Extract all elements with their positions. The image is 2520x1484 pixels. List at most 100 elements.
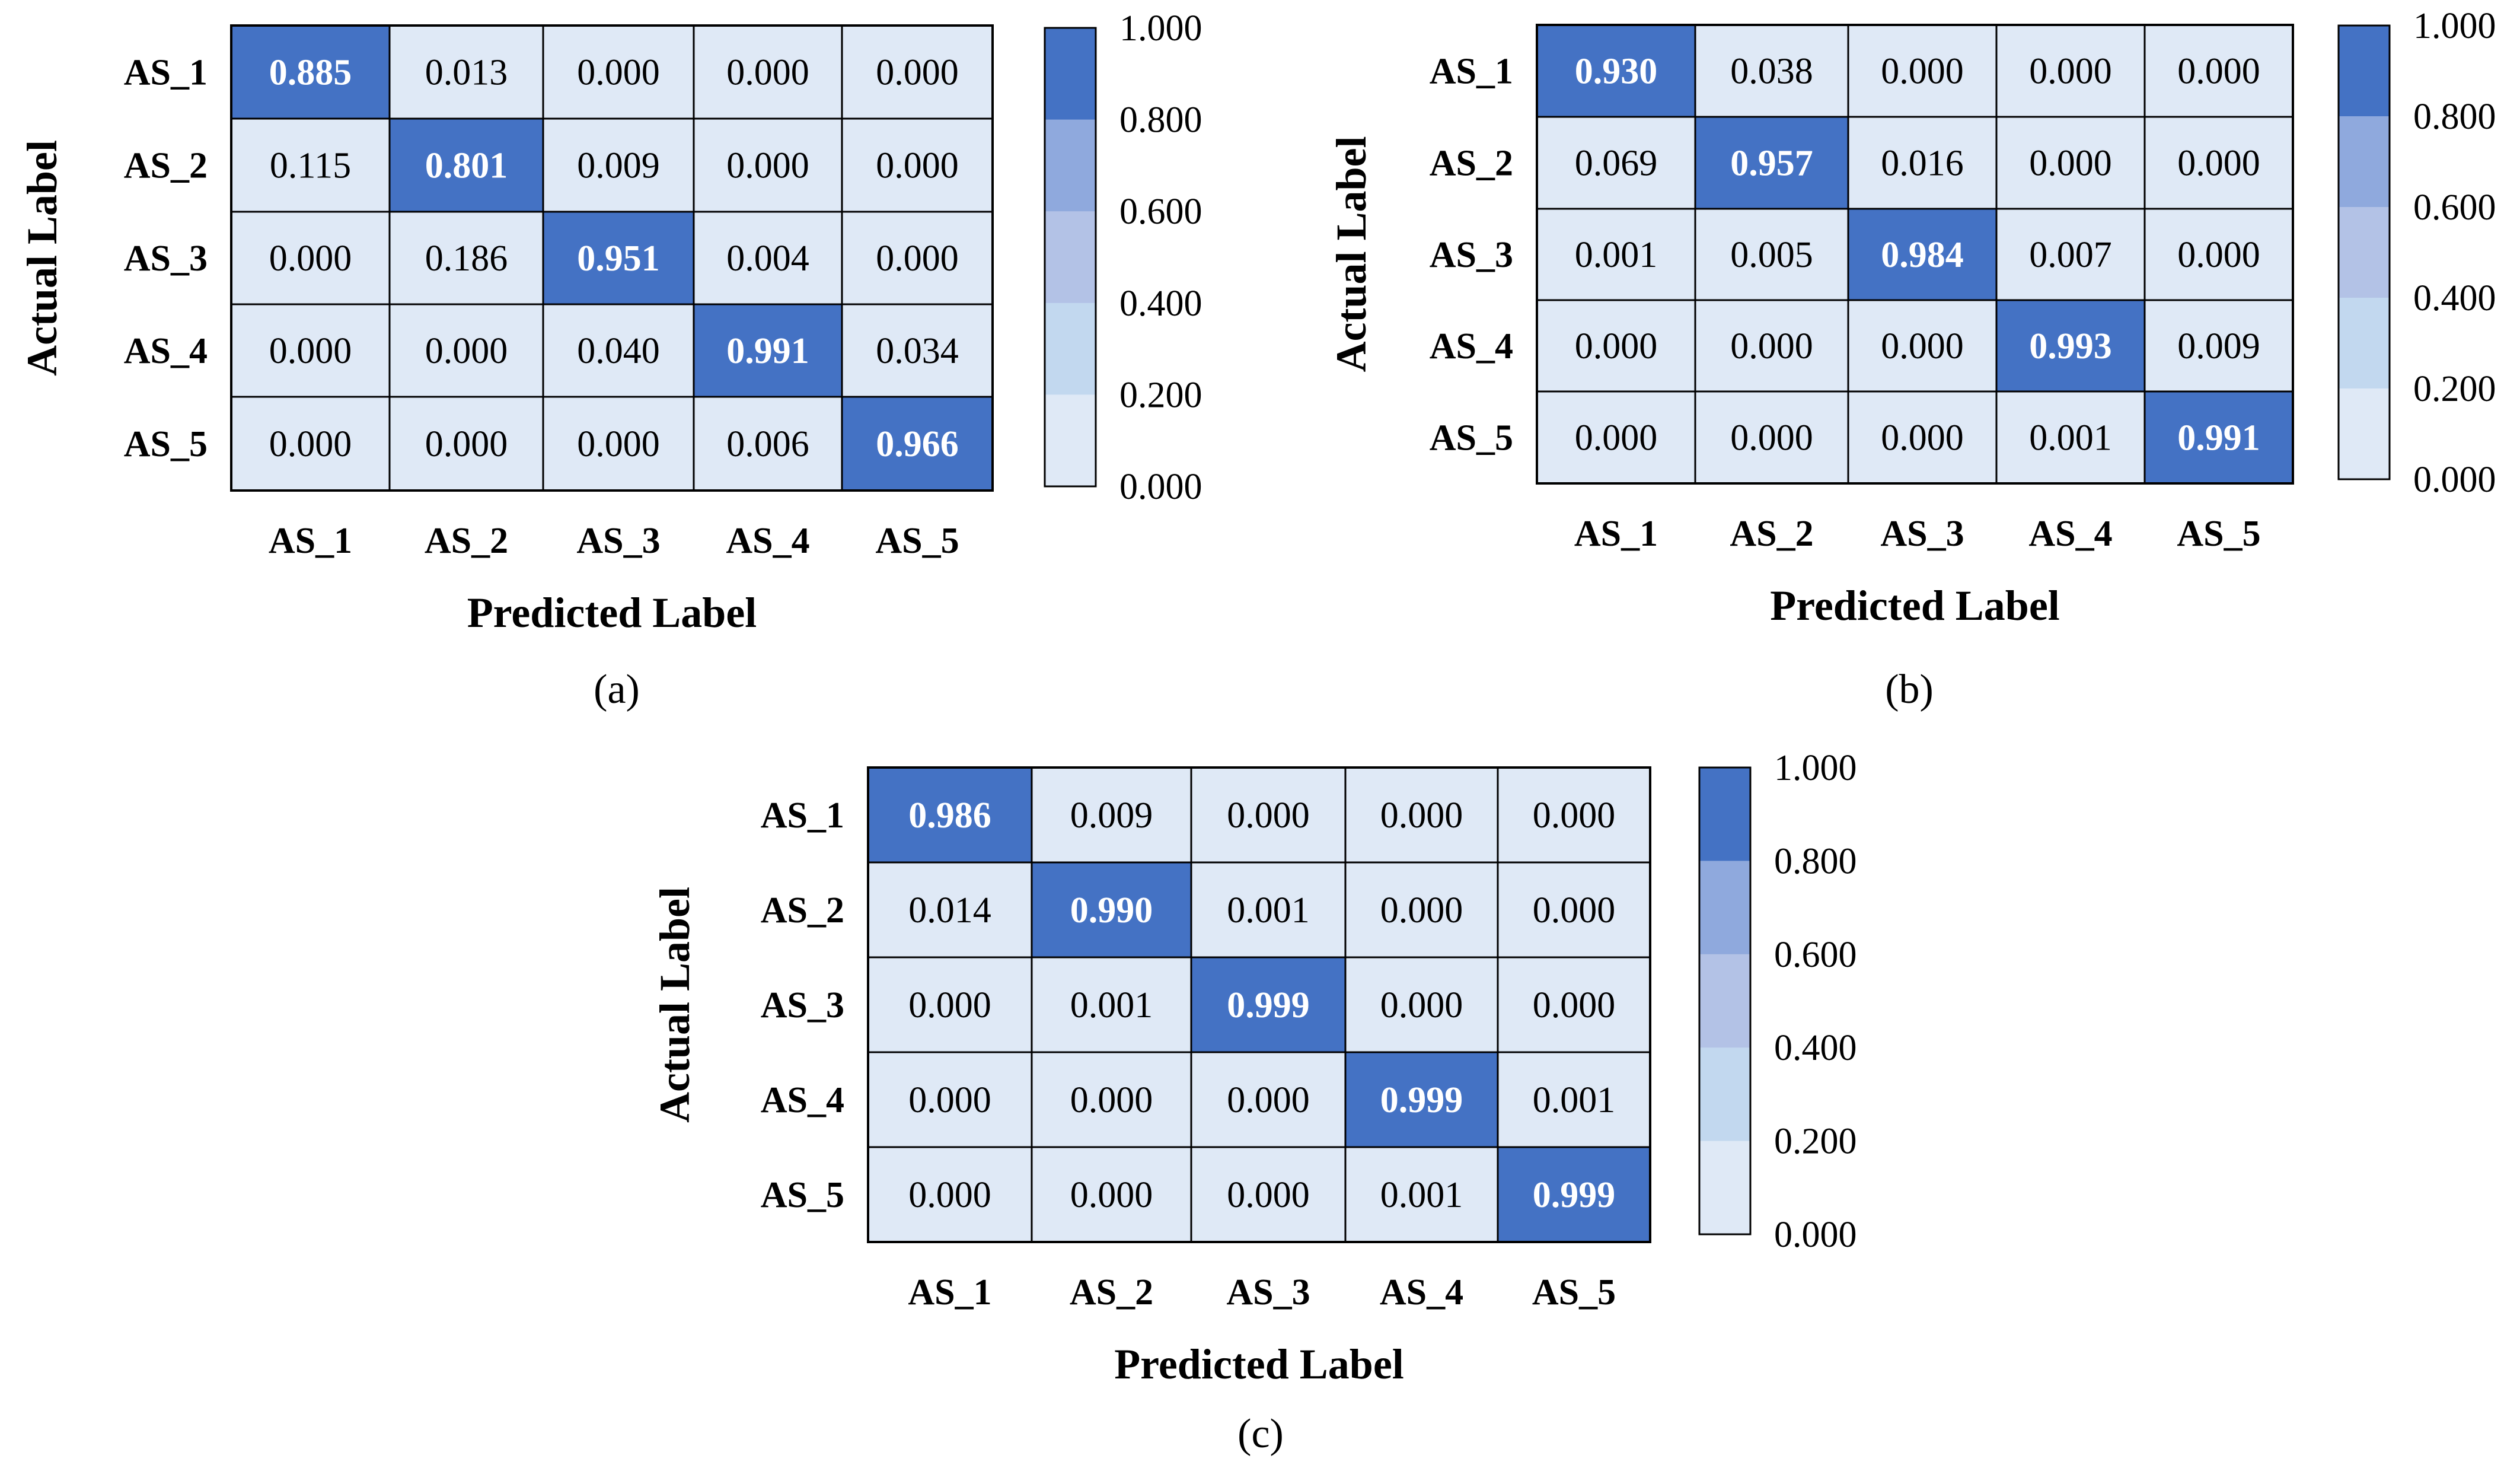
cell-value-label: 0.000 [2177,235,2260,275]
heatmap-cell-r3-c4 [1344,956,1499,1053]
cell-value-label: 0.000 [876,146,959,186]
heatmap-cell-r3-c2 [1031,956,1192,1053]
y-tick-label: AS_5 [124,424,208,464]
cell-value-label: 0.000 [1227,1175,1310,1215]
cell-value-label: 0.000 [577,424,660,464]
cell-value-label: 0.000 [2177,144,2260,184]
colorbar-band [2339,388,2390,480]
cell-value-label: 0.115 [270,146,351,186]
cell-value-label: 0.001 [1070,985,1153,1026]
heatmap-cell-r4-c5 [841,303,994,398]
colorbar-tick-label: 0.600 [1774,935,1857,975]
x-tick-label: AS_3 [1226,1272,1310,1313]
x-axis-title: Predicted Label [1114,1340,1404,1388]
cell-value-label: 0.009 [2177,326,2260,367]
x-tick-label: AS_4 [1380,1272,1463,1313]
cell-value-label: 0.000 [1533,795,1616,836]
cell-value-label: 0.000 [1575,418,1658,458]
colorbar-border [1044,27,1097,488]
cell-value-label: 0.013 [425,53,508,93]
colorbar-band [1045,394,1096,487]
heatmap-cell-r5-c5 [1497,1146,1651,1243]
colorbar-tick-label: 0.000 [2413,460,2496,500]
colorbar-band [1699,861,1750,955]
colorbar-band [1699,1047,1750,1142]
cell-value-label: 0.000 [1881,418,1964,458]
heatmap-cell-r1-c4 [1344,766,1499,864]
colorbar-tick-label: 0.200 [1119,375,1202,415]
cell-value-label: 0.038 [1730,52,1813,92]
x-tick-label: AS_2 [1070,1272,1153,1313]
panel-a: 0.885 0.013 0.000 0.000 0.000 0.115 0.801 0.009… [18,8,1202,712]
y-tick-label: AS_4 [761,1080,844,1120]
cell-value-label: 0.000 [1070,1175,1153,1215]
cell-value-label: 0.000 [269,238,352,279]
cell-value-label: 0.991 [2177,418,2260,458]
heatmap-cell-r4-c4 [693,303,843,398]
y-tick-label: AS_5 [1430,418,1513,458]
x-axis-title: Predicted Label [467,589,757,636]
cell-value-label: 0.000 [1070,1080,1153,1120]
heatmap-cell-r1-c2 [1031,766,1192,864]
x-tick-label: AS_2 [425,521,508,561]
x-tick-label: AS_3 [1880,514,1964,554]
colorbar-tick-label: 0.600 [1119,192,1202,232]
colorbar-tick-label: 1.000 [1119,8,1202,49]
heatmap-cell-r5-c3 [542,396,695,492]
y-tick-label: AS_4 [1430,326,1513,367]
colorbar-tick-label: 0.000 [1774,1215,1857,1255]
panel-caption: (a) [594,667,640,712]
cell-value-label: 0.000 [908,985,991,1026]
y-tick-label: AS_2 [761,890,844,931]
cell-value-label: 0.000 [1881,326,1964,367]
panel-c: 0.986 0.009 0.000 0.000 0.000 0.014 0.990 0.001… [651,748,1857,1457]
cell-value-label: 0.993 [2029,326,2112,367]
y-tick-label: AS_1 [1430,52,1513,92]
cell-value-label: 0.986 [908,795,991,836]
cell-value-label: 0.999 [1227,985,1310,1026]
cell-value-label: 0.000 [2029,52,2112,92]
cell-value-label: 0.001 [1533,1080,1616,1120]
cell-value-label: 0.000 [269,424,352,464]
cell-value-label: 0.957 [1730,144,1813,184]
y-tick-label: AS_5 [761,1175,844,1215]
panel-b: 0.930 0.038 0.000 0.000 0.000 0.069 0.957 0.016… [1328,6,2496,712]
colorbar-border [2337,24,2391,480]
heatmap-cell-r1-c4 [693,24,843,120]
cell-value-label: 0.000 [577,53,660,93]
heatmap-cell-r5-c1 [1536,390,1696,485]
cell-value-label: 0.014 [908,890,991,931]
cell-value-label: 0.000 [1227,1080,1310,1120]
cell-value-label: 0.001 [1380,1175,1463,1215]
x-tick-label: AS_5 [875,521,959,561]
cell-value-label: 0.000 [2029,144,2112,184]
heatmap-cell-r2-c4 [1344,861,1499,958]
y-tick-label: AS_3 [124,238,208,279]
cell-value-label: 0.000 [425,331,508,371]
heatmap-cell-r1-c5 [1497,766,1651,864]
cell-value-label: 0.001 [1575,235,1658,275]
colorbar-tick-label: 0.800 [2413,97,2496,137]
colorbar-band [2339,298,2390,389]
heatmap-cell-r2-c4 [1995,116,2146,210]
x-axis-title: Predicted Label [1770,582,2060,629]
cell-value-label: 0.001 [2029,418,2112,458]
x-tick-label: AS_2 [1730,514,1813,554]
y-axis-title: Actual Label [1328,136,1375,372]
colorbar-band [1699,1141,1750,1235]
cell-value-label: 0.000 [876,53,959,93]
heatmap-cell-r3-c5 [1497,956,1651,1053]
heatmap-cell-r2-c1 [1536,116,1696,210]
x-tick-label: AS_4 [2028,514,2112,554]
cell-value-label: 0.000 [726,146,809,186]
cell-value-label: 0.000 [1575,326,1658,367]
cell-value-label: 0.005 [1730,235,1813,275]
cell-value-label: 0.930 [1575,52,1658,92]
cell-value-label: 0.885 [269,53,352,93]
cell-value-label: 0.009 [1070,795,1153,836]
colorbar-tick-label: 0.800 [1774,841,1857,881]
colorbar-band [2339,116,2390,208]
heatmap-cell-r2-c3 [1847,116,1998,210]
heatmap-cell-r3-c4 [693,211,843,305]
